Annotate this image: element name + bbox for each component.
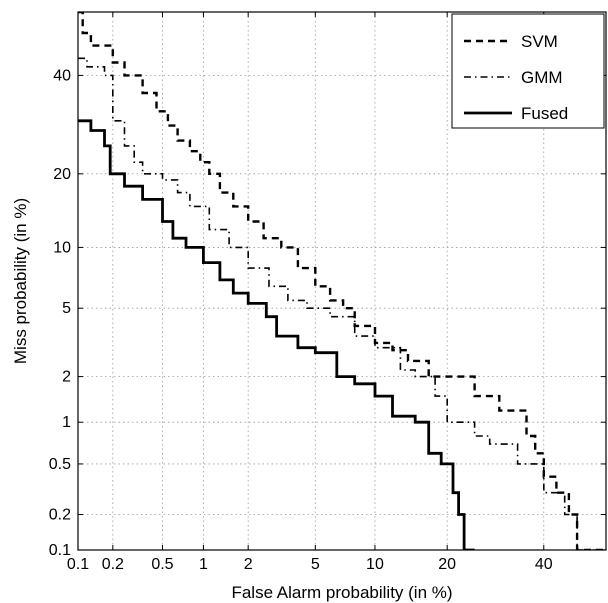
x-tick-label: 1: [199, 556, 208, 573]
legend-label-svm: SVM: [521, 32, 558, 51]
x-tick-label: 0.1: [67, 556, 89, 573]
series-svm-line: [78, 12, 606, 550]
y-tick-label: 0.1: [49, 542, 71, 559]
y-tick-label: 1: [62, 414, 71, 431]
x-tick-label: 10: [366, 556, 384, 573]
x-axis-label: False Alarm probability (in %): [231, 583, 452, 602]
y-tick-label: 5: [62, 300, 71, 317]
y-tick-label: 0.2: [49, 507, 71, 524]
legend-label-fused: Fused: [521, 104, 568, 123]
legend-box: [451, 13, 605, 129]
y-axis-label: Miss probability (in %): [11, 198, 30, 364]
ticks: 0.1 0.2 0.5 1 2 5 10 20 40 0.1 0.2 0.5 1 2 5 10 20 40: [49, 12, 606, 573]
y-tick-label: 20: [53, 166, 71, 183]
y-tick-label: 10: [53, 239, 71, 256]
x-tick-label: 40: [535, 556, 553, 573]
series-layer: [78, 12, 606, 550]
y-tick-label: 2: [62, 369, 71, 386]
x-tick-label: 0.5: [151, 556, 173, 573]
x-tick-label: 20: [438, 556, 456, 573]
y-tick-label: 40: [53, 67, 71, 84]
y-tick-label: 0.5: [49, 456, 71, 473]
legend-label-gmm: GMM: [521, 68, 563, 87]
x-tick-label: 0.2: [102, 556, 124, 573]
legend: SVM GMM Fused: [451, 13, 605, 129]
series-gmm-line: [78, 57, 606, 550]
series-fused-line: [78, 119, 475, 550]
x-tick-label: 2: [244, 556, 253, 573]
x-tick-label: 5: [311, 556, 320, 573]
plot-frame: [77, 11, 607, 551]
